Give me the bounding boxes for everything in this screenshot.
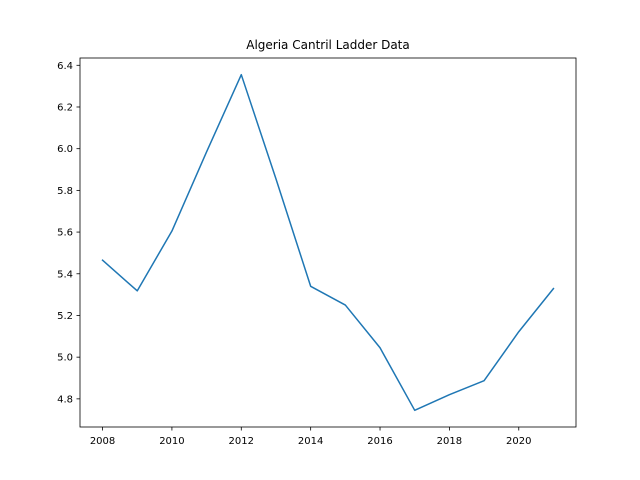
y-tick-label: 5.8 — [57, 186, 73, 197]
chart-title: Algeria Cantril Ladder Data — [246, 38, 410, 52]
x-tick-label: 2016 — [367, 436, 392, 447]
plot-area-frame — [79, 57, 577, 428]
y-tick-label: 5.0 — [57, 353, 73, 364]
x-tick-label: 2020 — [506, 436, 531, 447]
y-tick-label: 5.4 — [57, 269, 73, 280]
y-tick-label: 6.2 — [57, 102, 73, 113]
y-tick-label: 5.6 — [57, 228, 73, 239]
x-tick-label: 2014 — [298, 436, 323, 447]
y-tick-label: 4.8 — [57, 394, 73, 405]
y-axis: 4.8 5.0 5.2 5.4 5.6 5.8 6.0 6.2 6.4 — [57, 61, 80, 405]
series-line — [101, 73, 555, 412]
x-tick-label: 2008 — [90, 436, 115, 447]
y-tick-label: 6.0 — [57, 144, 73, 155]
x-tick-label: 2018 — [437, 436, 462, 447]
x-tick-label: 2010 — [159, 436, 184, 447]
y-tick-label: 6.4 — [57, 61, 73, 72]
y-tick-label: 5.2 — [57, 311, 73, 322]
series-layer — [101, 73, 555, 412]
x-axis: 2008 2010 2012 2014 2016 2018 2020 — [90, 427, 531, 447]
x-tick-label: 2012 — [229, 436, 254, 447]
